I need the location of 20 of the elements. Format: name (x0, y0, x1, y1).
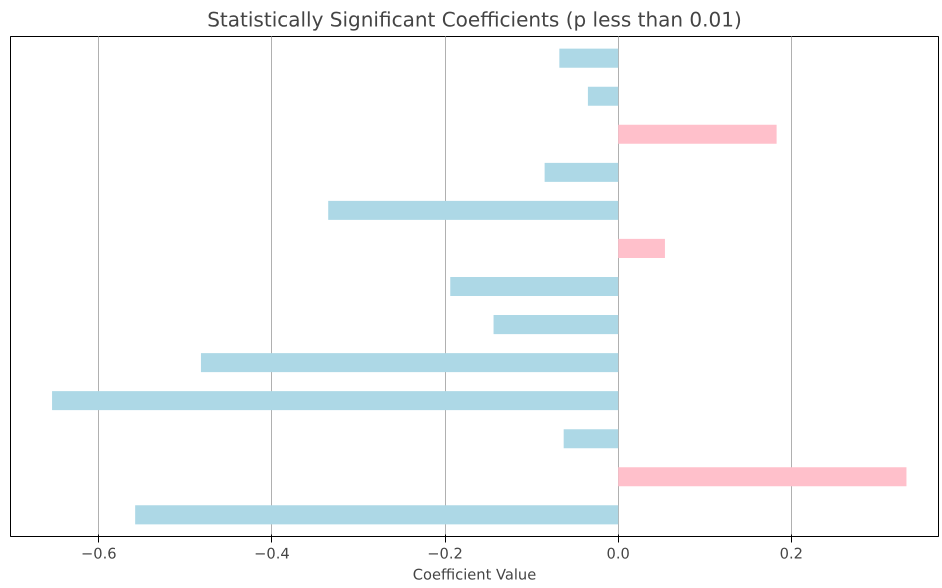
bar (559, 48, 618, 68)
x-axis-title: Coefficient Value (412, 566, 536, 584)
x-tick-label: −0.4 (254, 546, 290, 562)
bar (588, 86, 618, 106)
bar (328, 200, 618, 220)
x-tick-label: −0.6 (81, 546, 117, 562)
bar (135, 505, 618, 524)
bar (564, 429, 618, 448)
bar (52, 391, 618, 410)
bar (618, 238, 665, 258)
chart-title: Statistically Significant Coefficients (p less than 0.01) (207, 8, 742, 32)
bar (544, 162, 618, 182)
x-tick-label: 0.0 (606, 546, 630, 562)
bar (494, 315, 618, 334)
x-tick-label: −0.2 (427, 546, 463, 562)
bar (618, 467, 906, 486)
bar (450, 276, 618, 296)
x-tick-label: 0.2 (780, 546, 803, 562)
bar (200, 353, 618, 372)
bar (618, 124, 777, 144)
